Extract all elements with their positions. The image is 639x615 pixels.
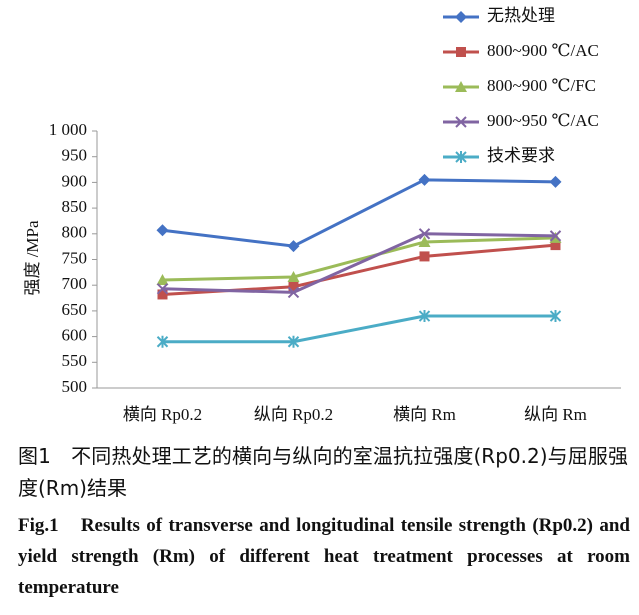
series-line	[162, 243, 556, 296]
series-line	[162, 314, 556, 344]
data-point	[418, 228, 431, 240]
data-point	[287, 270, 300, 282]
data-point	[287, 335, 300, 348]
y-tick-label: 950	[62, 146, 88, 165]
data-point	[288, 281, 299, 292]
data-point	[156, 274, 169, 286]
series-line	[162, 236, 556, 282]
legend-label: 900~950 ℃/AC	[487, 111, 599, 130]
y-tick-label: 900	[62, 171, 88, 190]
y-tick-label: 750	[62, 248, 88, 267]
caption-en: Fig.1 Results of transverse and longitud…	[18, 515, 630, 598]
data-point	[418, 173, 431, 186]
data-point	[418, 236, 431, 248]
data-point	[156, 335, 169, 348]
data-point	[156, 224, 169, 237]
series-line	[162, 232, 556, 294]
x-tick-label: 纵向 Rm	[524, 405, 587, 424]
y-tick-label: 550	[62, 351, 88, 370]
legend-label: 800~900 ℃/FC	[487, 76, 596, 95]
data-point	[418, 310, 431, 323]
data-point	[549, 310, 562, 323]
y-tick-label: 700	[62, 274, 88, 293]
y-tick-label: 850	[62, 197, 88, 216]
legend-label: 800~900 ℃/AC	[487, 41, 599, 60]
legend-marker	[455, 81, 467, 92]
legend-label: 技术要求	[487, 146, 555, 165]
x-tick-label: 横向 Rm	[393, 405, 456, 424]
legend-label: 无热处理	[487, 6, 555, 25]
data-point	[549, 230, 562, 242]
y-tick-label: 650	[62, 300, 88, 319]
y-tick-label: 600	[62, 326, 88, 345]
data-point	[287, 240, 300, 253]
data-point	[419, 251, 430, 262]
data-point	[550, 240, 561, 251]
legend-marker	[455, 151, 467, 163]
y-tick-label: 800	[62, 223, 88, 242]
chart: 强度 /MPa 500 550 600 650 700 750 800 850 900 950 1 …	[23, 6, 621, 424]
legend-marker	[455, 11, 467, 23]
caption-cn: 图1 不同热处理工艺的横向与纵向的室温抗拉强度(Rp0.2)与屈服强度(Rm)结…	[18, 444, 628, 500]
y-axis-label: 强度 /MPa	[23, 220, 42, 296]
legend-marker	[456, 47, 466, 57]
x-tick-label: 纵向 Rp0.2	[254, 405, 333, 424]
series-line	[162, 178, 556, 248]
data-point	[157, 289, 168, 300]
x-tick-label: 横向 Rp0.2	[123, 405, 202, 424]
legend-marker	[455, 116, 467, 128]
data-point	[287, 286, 300, 299]
data-point	[549, 175, 562, 188]
y-tick-label: 1 000	[49, 120, 87, 139]
y-tick-label: 500	[62, 377, 88, 396]
data-point	[156, 283, 169, 295]
